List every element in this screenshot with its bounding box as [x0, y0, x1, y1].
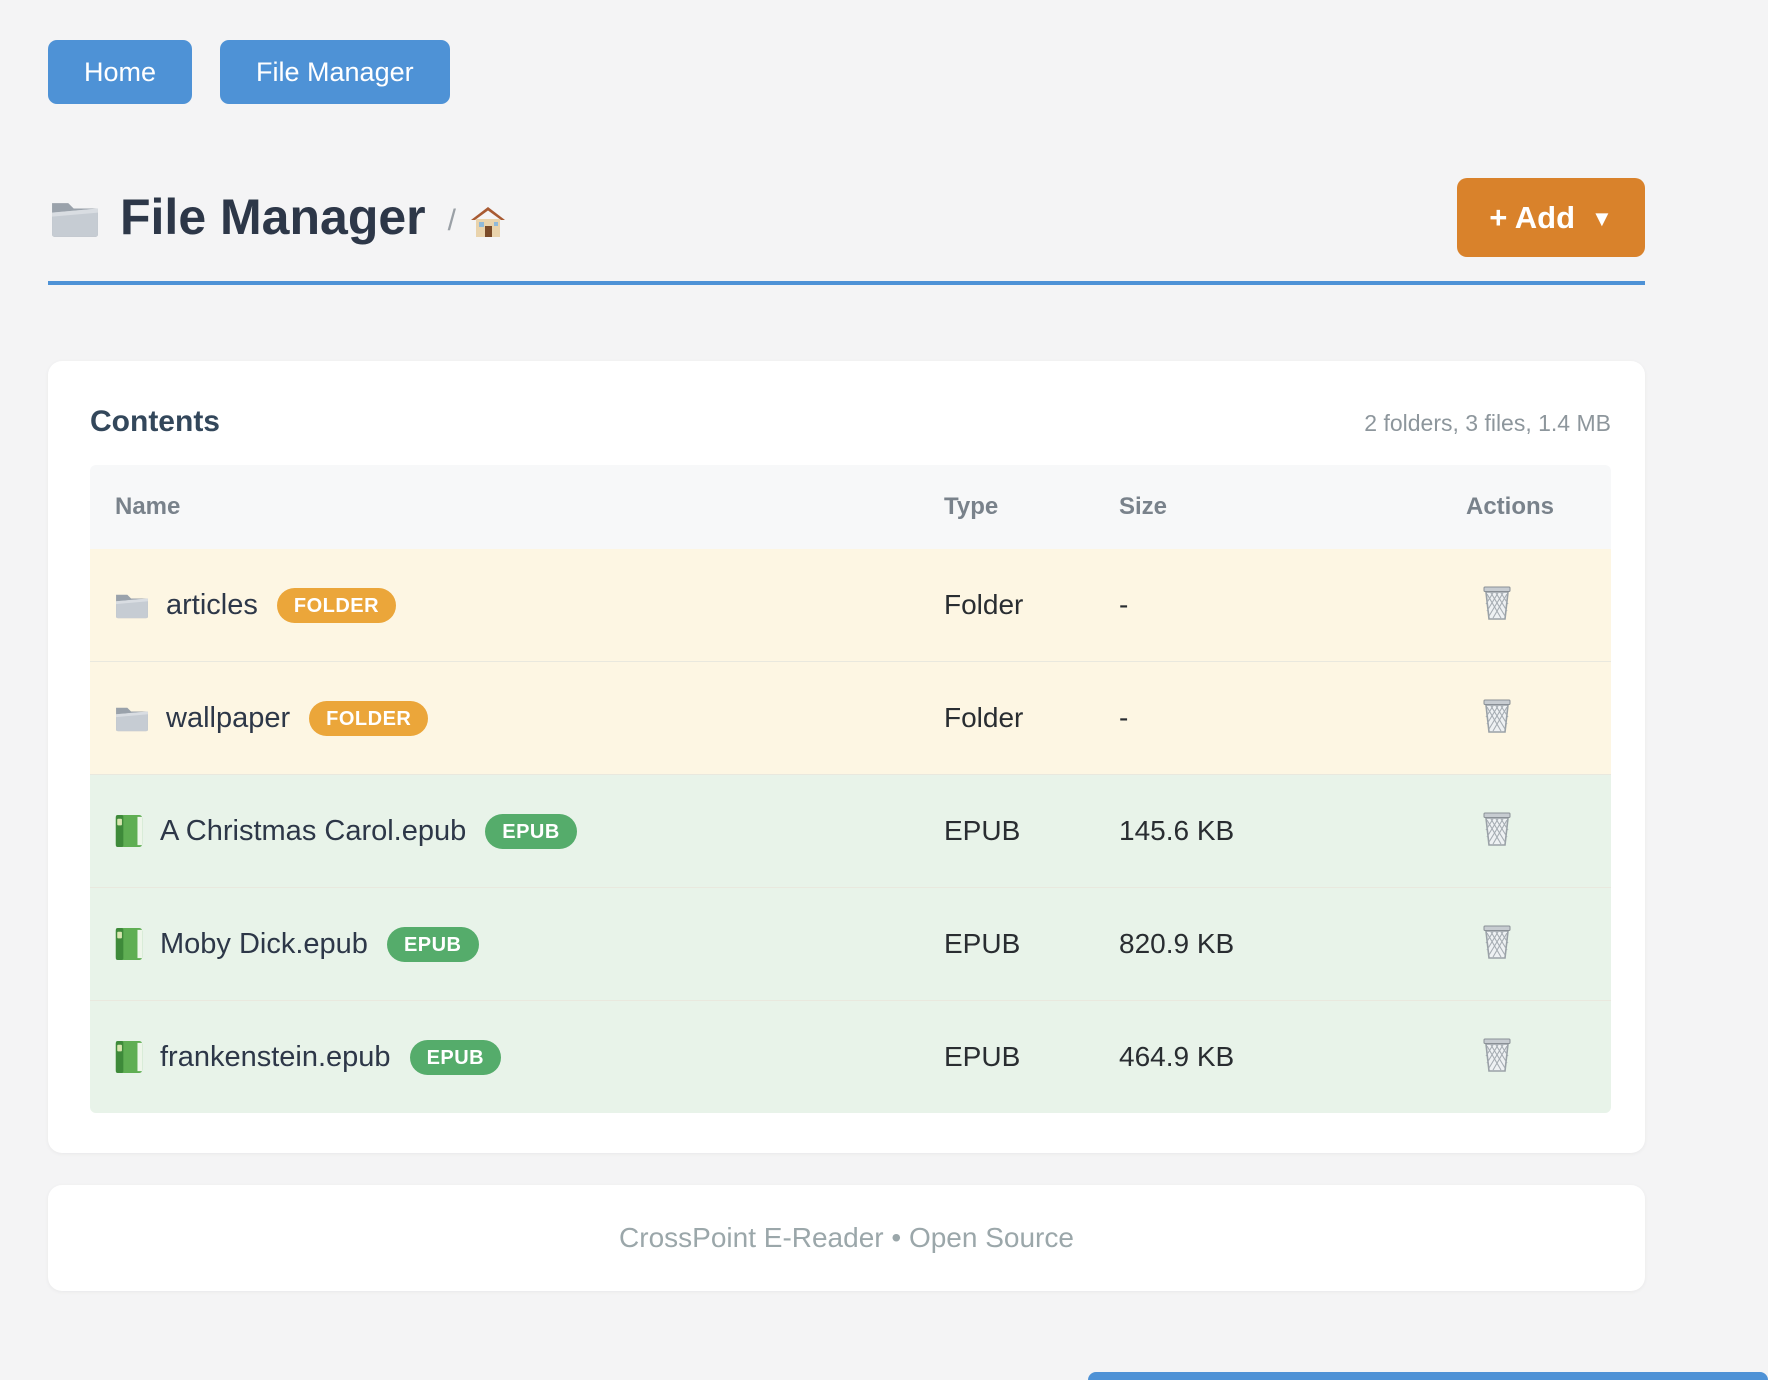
breadcrumb-separator: / — [447, 203, 456, 237]
nav-file-manager-button[interactable]: File Manager — [220, 40, 450, 104]
type-badge: EPUB — [485, 813, 577, 849]
file-type: EPUB — [944, 887, 1119, 1001]
file-size: 464.9 KB — [1119, 1041, 1235, 1072]
column-header-actions: Actions — [1439, 465, 1611, 549]
column-header-name: Name — [90, 465, 944, 549]
folder-icon — [48, 196, 102, 240]
table-body: articles FOLDER Folder - — [90, 549, 1611, 1113]
delete-button[interactable] — [1479, 810, 1515, 851]
file-type: Folder — [944, 549, 1119, 662]
column-header-type: Type — [944, 465, 1119, 549]
book-icon — [113, 812, 145, 850]
table-row: wallpaper FOLDER Folder - — [90, 661, 1611, 775]
name-cell: A Christmas Carol.epub EPUB — [90, 775, 944, 887]
footer-text: CrossPoint E-Reader • Open Source — [619, 1222, 1074, 1253]
page-title: File Manager — [120, 189, 426, 245]
header-divider — [48, 281, 1645, 285]
house-icon[interactable] — [470, 206, 506, 240]
name-cell: frankenstein.epub EPUB — [90, 1001, 944, 1113]
delete-button[interactable] — [1479, 584, 1515, 625]
column-header-size: Size — [1119, 465, 1439, 549]
add-button-label: + Add — [1489, 199, 1576, 235]
delete-button[interactable] — [1479, 697, 1515, 738]
page-header: File Manager / + Add ▼ — [48, 178, 1645, 257]
delete-button[interactable] — [1479, 1036, 1515, 1077]
table-row: articles FOLDER Folder - — [90, 549, 1611, 662]
table-row: frankenstein.epub EPUB EPUB 464.9 KB — [90, 1000, 1611, 1113]
delete-button[interactable] — [1479, 923, 1515, 964]
name-cell: wallpaper FOLDER — [90, 662, 944, 774]
bottom-cutoff-bar — [1088, 1372, 1768, 1380]
file-size: 820.9 KB — [1119, 887, 1439, 1001]
file-size: 145.6 KB — [1119, 774, 1439, 888]
file-size: - — [1119, 661, 1439, 775]
title-group: File Manager / — [48, 190, 506, 245]
add-button[interactable]: + Add ▼ — [1457, 178, 1645, 257]
book-icon — [113, 1038, 145, 1076]
nav-home-button[interactable]: Home — [48, 40, 193, 104]
contents-card: Contents 2 folders, 3 files, 1.4 MB Name… — [48, 361, 1645, 1153]
name-cell: Moby Dick.epub EPUB — [90, 888, 944, 1000]
top-nav: Home File Manager — [48, 40, 1645, 104]
file-table: Name Type Size Actions — [90, 465, 1611, 1113]
file-type: EPUB — [944, 1041, 1021, 1072]
file-type: Folder — [944, 661, 1119, 775]
contents-card-header: Contents 2 folders, 3 files, 1.4 MB — [90, 405, 1611, 439]
type-badge: EPUB — [409, 1039, 502, 1075]
table-row: Moby Dick.epub EPUB EPUB 820.9 KB — [90, 887, 1611, 1001]
trash-icon — [1479, 923, 1515, 964]
file-name[interactable]: Moby Dick.epub — [160, 927, 368, 960]
trash-icon — [1479, 1036, 1515, 1077]
type-badge: FOLDER — [309, 700, 429, 736]
table-row: A Christmas Carol.epub EPUB EPUB 145.6 K… — [90, 774, 1611, 888]
file-name[interactable]: articles — [166, 588, 258, 621]
file-type: EPUB — [944, 774, 1119, 888]
folder-icon — [113, 703, 151, 733]
trash-icon — [1479, 584, 1515, 625]
contents-summary: 2 folders, 3 files, 1.4 MB — [1364, 410, 1611, 436]
file-size: - — [1119, 549, 1439, 662]
file-name[interactable]: frankenstein.epub — [160, 1040, 391, 1073]
type-badge: FOLDER — [276, 587, 397, 623]
caret-down-icon: ▼ — [1591, 206, 1613, 231]
table-header-row: Name Type Size Actions — [90, 465, 1611, 549]
name-cell: articles FOLDER — [90, 549, 944, 661]
file-name[interactable]: A Christmas Carol.epub — [160, 814, 467, 847]
book-icon — [113, 925, 145, 963]
type-badge: EPUB — [386, 926, 479, 962]
contents-heading: Contents — [90, 405, 220, 438]
page: Home File Manager File Manager / — [48, 0, 1645, 1291]
file-table-wrap: Name Type Size Actions — [90, 465, 1611, 1113]
file-name[interactable]: wallpaper — [166, 701, 291, 734]
trash-icon — [1479, 810, 1515, 851]
footer-card: CrossPoint E-Reader • Open Source — [48, 1185, 1645, 1291]
folder-icon — [113, 590, 151, 620]
trash-icon — [1479, 697, 1515, 738]
